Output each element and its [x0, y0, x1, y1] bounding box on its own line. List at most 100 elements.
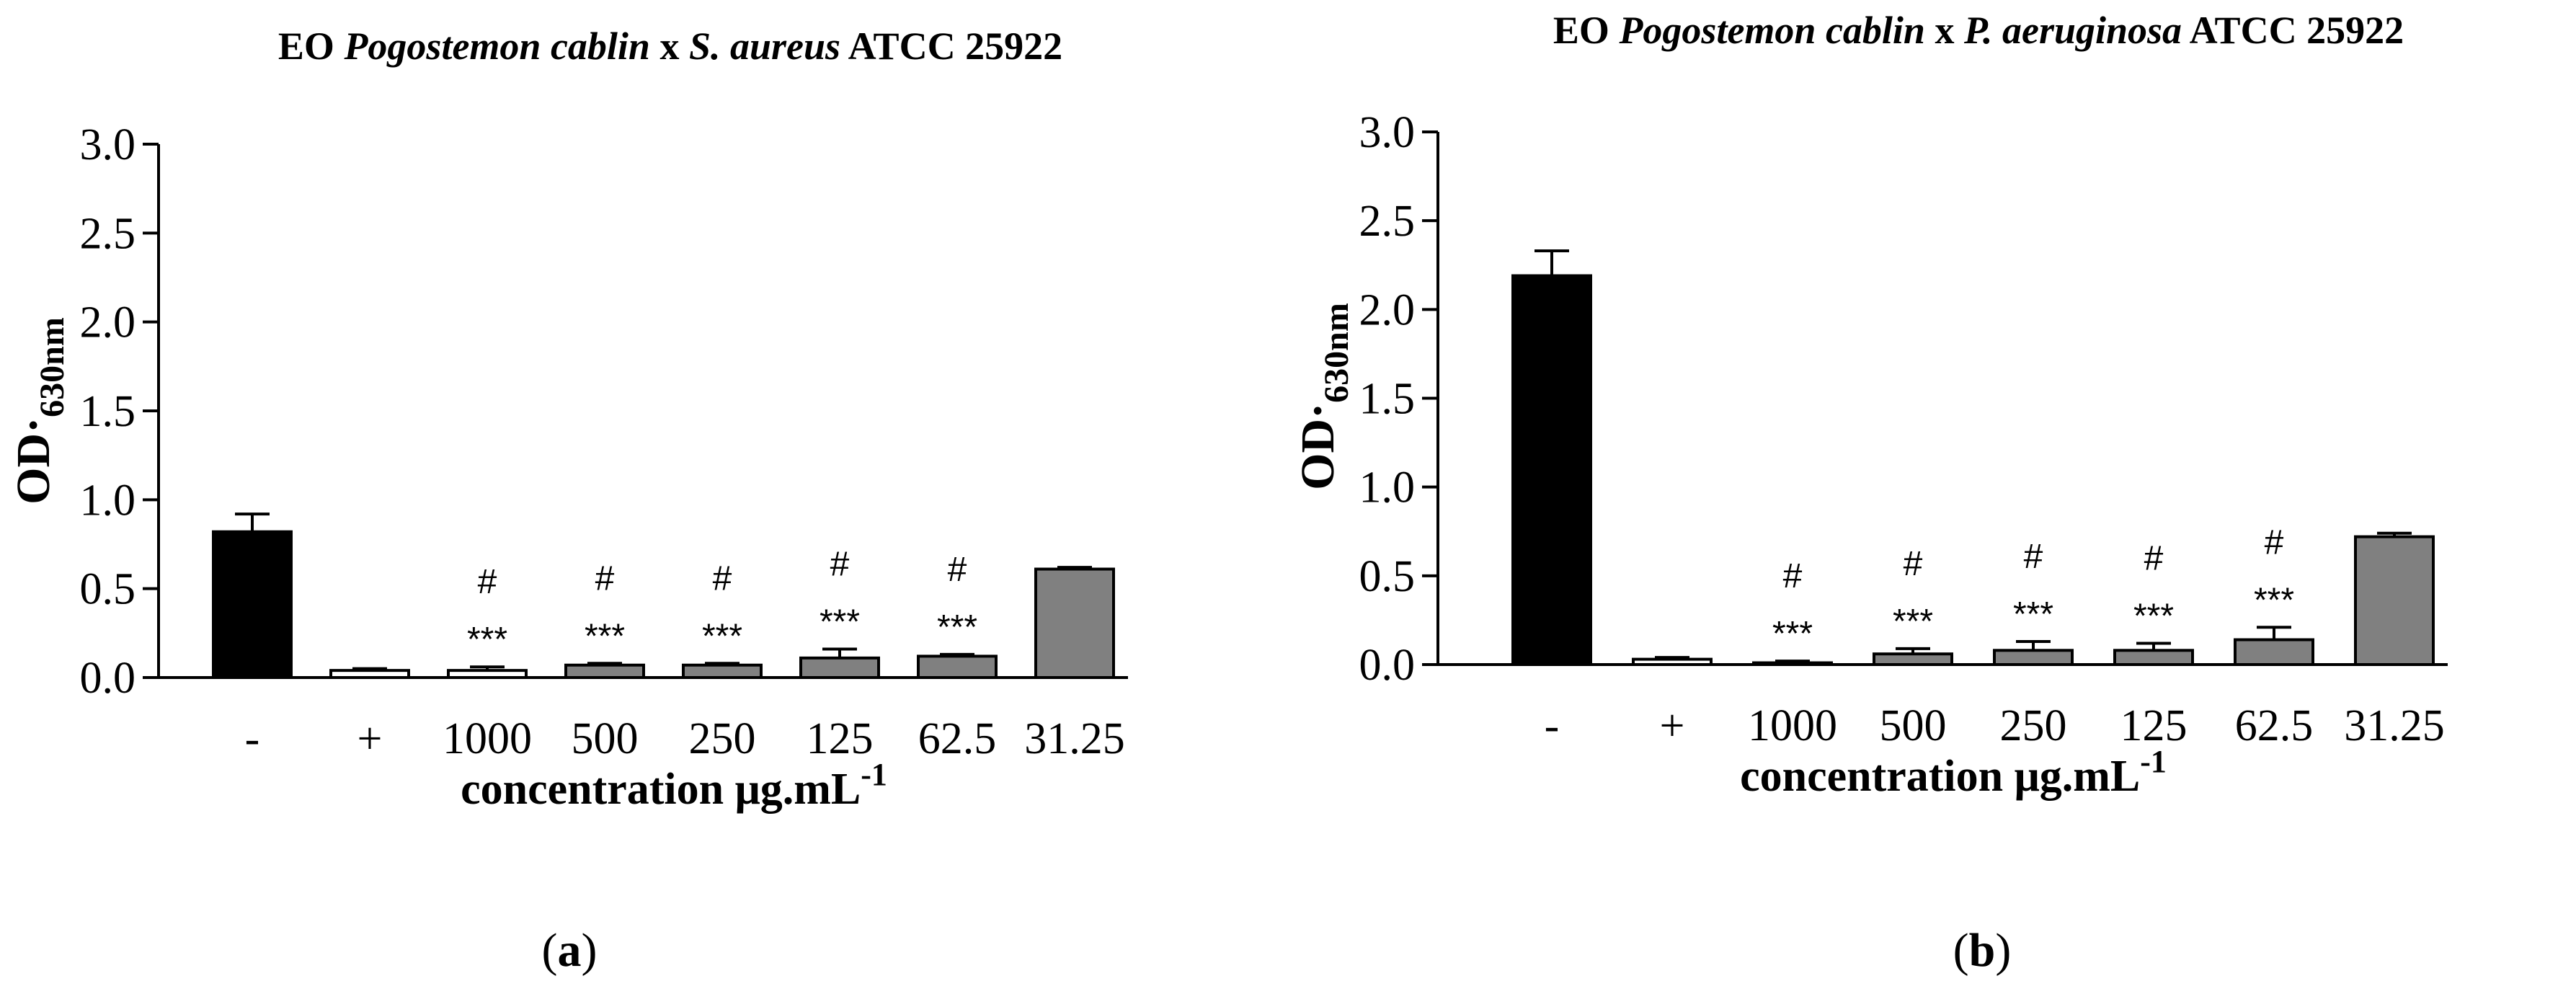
x-tick-label: 62.5 — [2235, 701, 2314, 750]
significance-hash: # — [713, 559, 732, 598]
chart-title: EO Pogostemon cablin x S. aureus ATCC 25… — [278, 25, 1062, 68]
significance-hash: # — [2024, 538, 2043, 576]
bar-+ — [1632, 657, 1713, 666]
significance-stars: *** — [1772, 615, 1813, 653]
y-tick-label: 2.0 — [80, 298, 136, 347]
significance-stars: *** — [1893, 603, 1933, 641]
x-tick-label: 125 — [807, 714, 874, 763]
y-tick-label: 1.0 — [80, 476, 136, 525]
significance-stars: *** — [702, 617, 742, 655]
significance-hash: # — [1904, 545, 1923, 583]
y-tick-label: 0.0 — [80, 654, 136, 703]
chart-panel-a: EO Pogostemon cablin x S. aureus ATCC 25… — [7, 25, 1128, 977]
significance-hash: # — [2144, 539, 2164, 577]
x-tick-label: 250 — [689, 714, 756, 763]
y-axis-label-sub: 630nm — [1318, 303, 1356, 403]
y-tick-label: 2.0 — [1359, 285, 1416, 334]
x-axis-label-main: concentration μg.mL — [1740, 752, 2140, 801]
bar-31.25 — [2354, 535, 2435, 667]
x-axis-label: concentration μg.mL-1 — [461, 757, 887, 814]
y-axis-label-dot: · — [7, 417, 60, 433]
significance-hash: # — [478, 563, 497, 601]
y-axis-label-sub: 630nm — [33, 317, 71, 417]
y-axis-label: OD·630nm — [7, 317, 71, 505]
significance-stars: *** — [585, 617, 625, 655]
significance-hash: # — [830, 546, 850, 584]
panel-label-close: ) — [1995, 924, 2011, 977]
panel-label-letter: a — [558, 924, 582, 977]
panel-label: (a) — [542, 924, 598, 977]
bar-+ — [329, 669, 410, 680]
x-tick-label: 1000 — [443, 714, 532, 763]
title-part: S. aureus — [689, 25, 840, 68]
title-part: x — [650, 25, 689, 68]
bar-125 — [2113, 649, 2194, 667]
title-part: P. aeruginosa — [1963, 9, 2182, 52]
y-tick-label: 1.5 — [1359, 375, 1416, 424]
panel-label-letter: b — [1969, 924, 1996, 977]
bar-125 — [799, 656, 880, 679]
significance-stars: *** — [820, 603, 860, 642]
y-tick-label: 3.0 — [80, 120, 136, 169]
x-axis-label: concentration μg.mL-1 — [1740, 744, 2167, 801]
bar-- — [1511, 274, 1592, 666]
bar-- — [212, 530, 293, 679]
x-tick-label: - — [245, 714, 260, 763]
x-tick-label: 31.25 — [1024, 714, 1125, 763]
bar-1000 — [447, 669, 528, 680]
x-tick-label: 500 — [1880, 701, 1947, 750]
y-tick-label: 2.5 — [1359, 197, 1416, 246]
x-axis-label-sup: -1 — [2140, 744, 2167, 779]
bar-31.25 — [1034, 567, 1115, 679]
significance-hash: # — [948, 551, 967, 589]
x-tick-label: 250 — [2000, 701, 2067, 750]
y-axis-label-main: OD — [1292, 419, 1344, 490]
x-tick-label: - — [1545, 701, 1560, 750]
title-part: ATCC 25922 — [840, 25, 1062, 68]
y-tick-label: 3.0 — [1359, 108, 1416, 157]
significance-hash: # — [2265, 523, 2284, 561]
bar-62.5 — [2234, 638, 2314, 666]
bar-1000 — [1752, 661, 1833, 667]
panel-label-open: ( — [542, 924, 558, 977]
significance-stars: *** — [2254, 581, 2294, 619]
panel-label-open: ( — [1953, 924, 1969, 977]
panel-label-close: ) — [582, 924, 598, 977]
significance-stars: *** — [2133, 597, 2174, 635]
y-axis-label-main: OD — [7, 433, 60, 505]
title-part: x — [1925, 9, 1964, 52]
significance-stars: *** — [467, 621, 507, 659]
x-tick-label: 125 — [2120, 701, 2188, 750]
y-axis-label-dot: · — [1292, 403, 1344, 419]
significance-stars: *** — [937, 608, 977, 647]
chart-panel-b: EO Pogostemon cablin x P. aeruginosa ATC… — [1292, 9, 2448, 977]
title-part: ATCC 25922 — [2182, 9, 2404, 52]
title-part: Pogostemon cablin — [1618, 9, 1925, 52]
x-tick-label: 500 — [572, 714, 639, 763]
title-part: Pogostemon cablin — [343, 25, 650, 68]
x-axis-label-sup: -1 — [861, 757, 887, 792]
x-axis-label-main: concentration μg.mL — [461, 765, 861, 814]
y-tick-label: 2.5 — [80, 209, 136, 258]
panel-label: (b) — [1953, 924, 2012, 977]
chart-title: EO Pogostemon cablin x P. aeruginosa ATC… — [1553, 9, 2404, 52]
y-tick-label: 0.0 — [1359, 641, 1416, 690]
y-axis-label: OD·630nm — [1292, 303, 1356, 490]
significance-stars: *** — [2013, 595, 2053, 634]
significance-hash: # — [595, 559, 615, 598]
y-tick-label: 1.0 — [1359, 463, 1416, 512]
bar-500 — [1873, 652, 1953, 666]
bar-500 — [564, 663, 645, 680]
title-part: EO — [278, 25, 345, 68]
bar-250 — [682, 663, 763, 680]
x-tick-label: 31.25 — [2344, 701, 2445, 750]
y-tick-label: 1.5 — [80, 387, 136, 436]
bar-62.5 — [917, 654, 998, 680]
x-tick-label: + — [357, 714, 383, 763]
y-tick-label: 0.5 — [1359, 552, 1416, 601]
x-tick-label: 62.5 — [918, 714, 997, 763]
bar-250 — [1993, 649, 2074, 667]
title-part: EO — [1553, 9, 1620, 52]
significance-hash: # — [1783, 557, 1803, 595]
